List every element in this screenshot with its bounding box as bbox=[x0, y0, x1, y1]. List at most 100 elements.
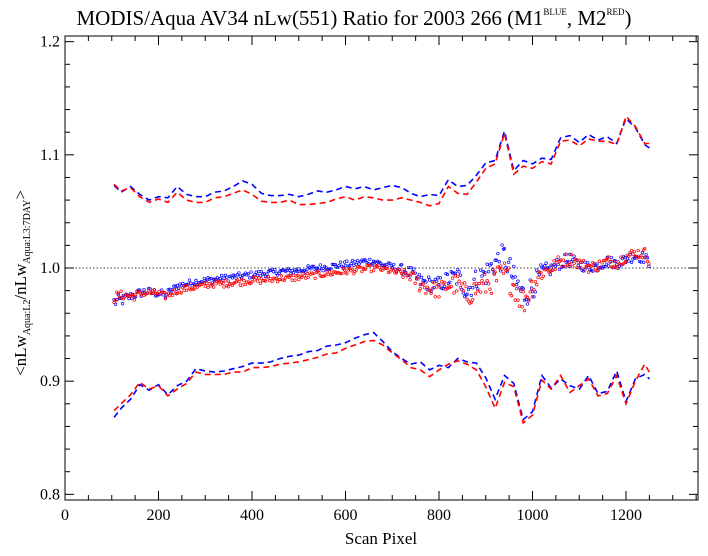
blue-ratio-point bbox=[222, 276, 226, 280]
red-ratio-point bbox=[250, 279, 254, 284]
red-ratio-point bbox=[438, 285, 443, 290]
blue-ratio-point bbox=[227, 274, 232, 279]
blue-ratio-point bbox=[458, 273, 463, 277]
red-ratio-point bbox=[530, 295, 535, 299]
red-ratio-point bbox=[437, 295, 441, 299]
red-ratio-point bbox=[152, 288, 156, 292]
red-ratio-point bbox=[281, 278, 285, 282]
red-ratio-point bbox=[512, 283, 516, 287]
blue-ratio-point bbox=[500, 243, 504, 247]
x-tick-label: 200 bbox=[147, 507, 171, 524]
blue-ratio-point bbox=[468, 285, 472, 290]
blue-ratio-point bbox=[173, 284, 177, 288]
blue-ratio-point bbox=[512, 264, 516, 269]
y-tick-label: 0.9 bbox=[40, 373, 60, 390]
red-ratio-point bbox=[469, 300, 473, 304]
red-ratio-point bbox=[243, 282, 248, 287]
red-ratio-point bbox=[563, 264, 567, 269]
red-ratio-point bbox=[575, 265, 579, 270]
red-ratio-point bbox=[624, 259, 628, 264]
red-ratio-point bbox=[121, 297, 126, 301]
blue-ratio-point bbox=[225, 275, 229, 279]
red-ratio-point bbox=[569, 252, 573, 257]
red-ratio-point bbox=[413, 281, 417, 285]
red-ratio-point bbox=[639, 253, 643, 258]
blue-ratio-point bbox=[508, 256, 512, 261]
blue-ratio-point bbox=[356, 258, 360, 263]
blue-ratio-point bbox=[116, 293, 120, 297]
red-ratio-point bbox=[429, 291, 433, 295]
blue-ratio-point bbox=[417, 272, 422, 277]
red-ratio-point bbox=[176, 286, 181, 290]
x-tick-label: 400 bbox=[240, 507, 264, 524]
red-ratio-point bbox=[149, 291, 154, 296]
title-main: MODIS/Aqua AV34 nLw(551) Ratio for 2003 … bbox=[76, 6, 544, 30]
blue-ratio-point bbox=[445, 272, 450, 277]
red-ratio-point bbox=[619, 255, 623, 259]
red-ratio-point bbox=[513, 298, 517, 302]
red-ratio-point bbox=[432, 281, 436, 285]
x-tick-label: 600 bbox=[334, 507, 358, 524]
blue-ratio-point bbox=[469, 293, 473, 298]
red-ratio-point bbox=[170, 293, 175, 298]
red-ratio-point bbox=[420, 282, 424, 286]
blue-ratio-point bbox=[533, 290, 537, 294]
red-ratio-point bbox=[340, 271, 344, 276]
red-ratio-point bbox=[549, 269, 553, 273]
red-ratio-point bbox=[532, 288, 536, 292]
red-ratio-point bbox=[394, 271, 399, 275]
red-ratio-point bbox=[184, 288, 189, 292]
blue-ratio-point bbox=[209, 276, 213, 281]
red-ratio-point bbox=[611, 259, 615, 264]
blue-ratio-point bbox=[607, 264, 611, 268]
red-ratio-point bbox=[586, 270, 591, 274]
red-ratio-point bbox=[568, 263, 572, 267]
blue-ratio-point bbox=[513, 275, 517, 279]
blue-ratio-point bbox=[438, 276, 443, 280]
blue-ratio-point bbox=[476, 287, 480, 291]
red-ratio-point bbox=[181, 285, 185, 290]
red-ratio-point bbox=[222, 285, 226, 289]
red-ratio-point bbox=[302, 273, 307, 278]
blue-ratio-point bbox=[249, 270, 253, 274]
blue-ratio-point bbox=[181, 281, 185, 286]
red-ratio-point bbox=[195, 285, 199, 289]
blue-ratio-point bbox=[363, 258, 368, 262]
y-label-part1: <nLw bbox=[11, 334, 30, 375]
red-ratio-point bbox=[312, 271, 316, 276]
blue-ratio-point bbox=[349, 261, 353, 266]
red-ratio-point bbox=[212, 285, 216, 289]
blue-ratio-point bbox=[254, 270, 258, 274]
red-ratio-point bbox=[449, 284, 453, 289]
red-ratio-point bbox=[133, 293, 138, 297]
red-ratio-point bbox=[424, 291, 428, 296]
blue-ratio-point bbox=[416, 275, 420, 279]
red-ratio-point bbox=[203, 284, 207, 288]
blue-ratio-point bbox=[547, 265, 551, 270]
blue-ratio-point bbox=[572, 254, 576, 258]
red-ratio-point bbox=[473, 292, 478, 296]
red-ratio-point bbox=[514, 287, 519, 291]
x-tick-label: 800 bbox=[427, 507, 451, 524]
blue-ratio-point bbox=[368, 257, 372, 262]
blue-ratio-point bbox=[586, 260, 590, 265]
y-label-sub2: Aqua:L3:7DAY bbox=[22, 200, 33, 264]
blue-ratio-point bbox=[246, 272, 250, 276]
blue-ratio-point bbox=[413, 271, 417, 275]
red-ratio-point bbox=[539, 271, 543, 275]
red-ratio-point bbox=[266, 275, 271, 279]
red-ratio-point bbox=[406, 273, 411, 278]
blue-ratio-point bbox=[412, 267, 416, 271]
red-ratio-point bbox=[627, 254, 631, 259]
red-ratio-point bbox=[597, 259, 602, 263]
red-ratio-point bbox=[162, 291, 167, 295]
red-ratio-point bbox=[436, 283, 440, 287]
y-label-part2: /nLw bbox=[11, 263, 30, 300]
red-ratio-point bbox=[255, 279, 260, 283]
blue-ratio-point bbox=[441, 287, 445, 291]
blue-ratio-point bbox=[169, 290, 173, 294]
red-ratio-point bbox=[617, 262, 622, 266]
blue-ratio-point bbox=[516, 279, 520, 283]
red-ratio-point bbox=[335, 271, 340, 275]
blue-ratio-point bbox=[261, 272, 265, 276]
